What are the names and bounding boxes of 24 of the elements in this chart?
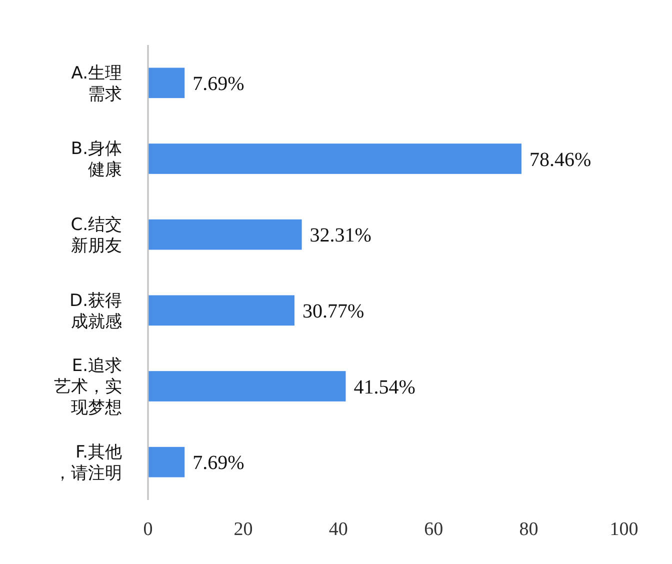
y-tick-label: D.获得成就感	[70, 290, 122, 332]
x-tick-label: 0	[143, 519, 153, 540]
data-label: 41.54%	[354, 376, 416, 398]
y-tick-label: E.追求艺术，实现梦想	[54, 356, 122, 418]
y-tick-label: C.结交新朋友	[70, 215, 122, 256]
bar	[148, 144, 522, 174]
y-tick-label: A.生理需求	[71, 63, 122, 104]
x-tick-label: 80	[519, 519, 538, 540]
x-tick-label: 40	[328, 519, 348, 540]
y-tick-label: F.其他，请注明	[54, 442, 122, 484]
x-tick-label: 20	[234, 519, 253, 540]
data-label: 7.69%	[192, 452, 244, 474]
data-label: 78.46%	[529, 148, 592, 171]
bar	[148, 371, 346, 402]
bar	[148, 295, 294, 326]
bar	[148, 446, 185, 478]
data-label: 30.77%	[302, 300, 364, 322]
bar	[148, 219, 302, 250]
y-tick-label: B.身体健康	[70, 139, 122, 180]
x-tick-label: 100	[610, 519, 638, 540]
data-label: 32.31%	[310, 224, 372, 247]
x-tick-label: 60	[424, 519, 444, 540]
data-label: 7.69%	[192, 72, 244, 95]
bar	[148, 68, 185, 98]
